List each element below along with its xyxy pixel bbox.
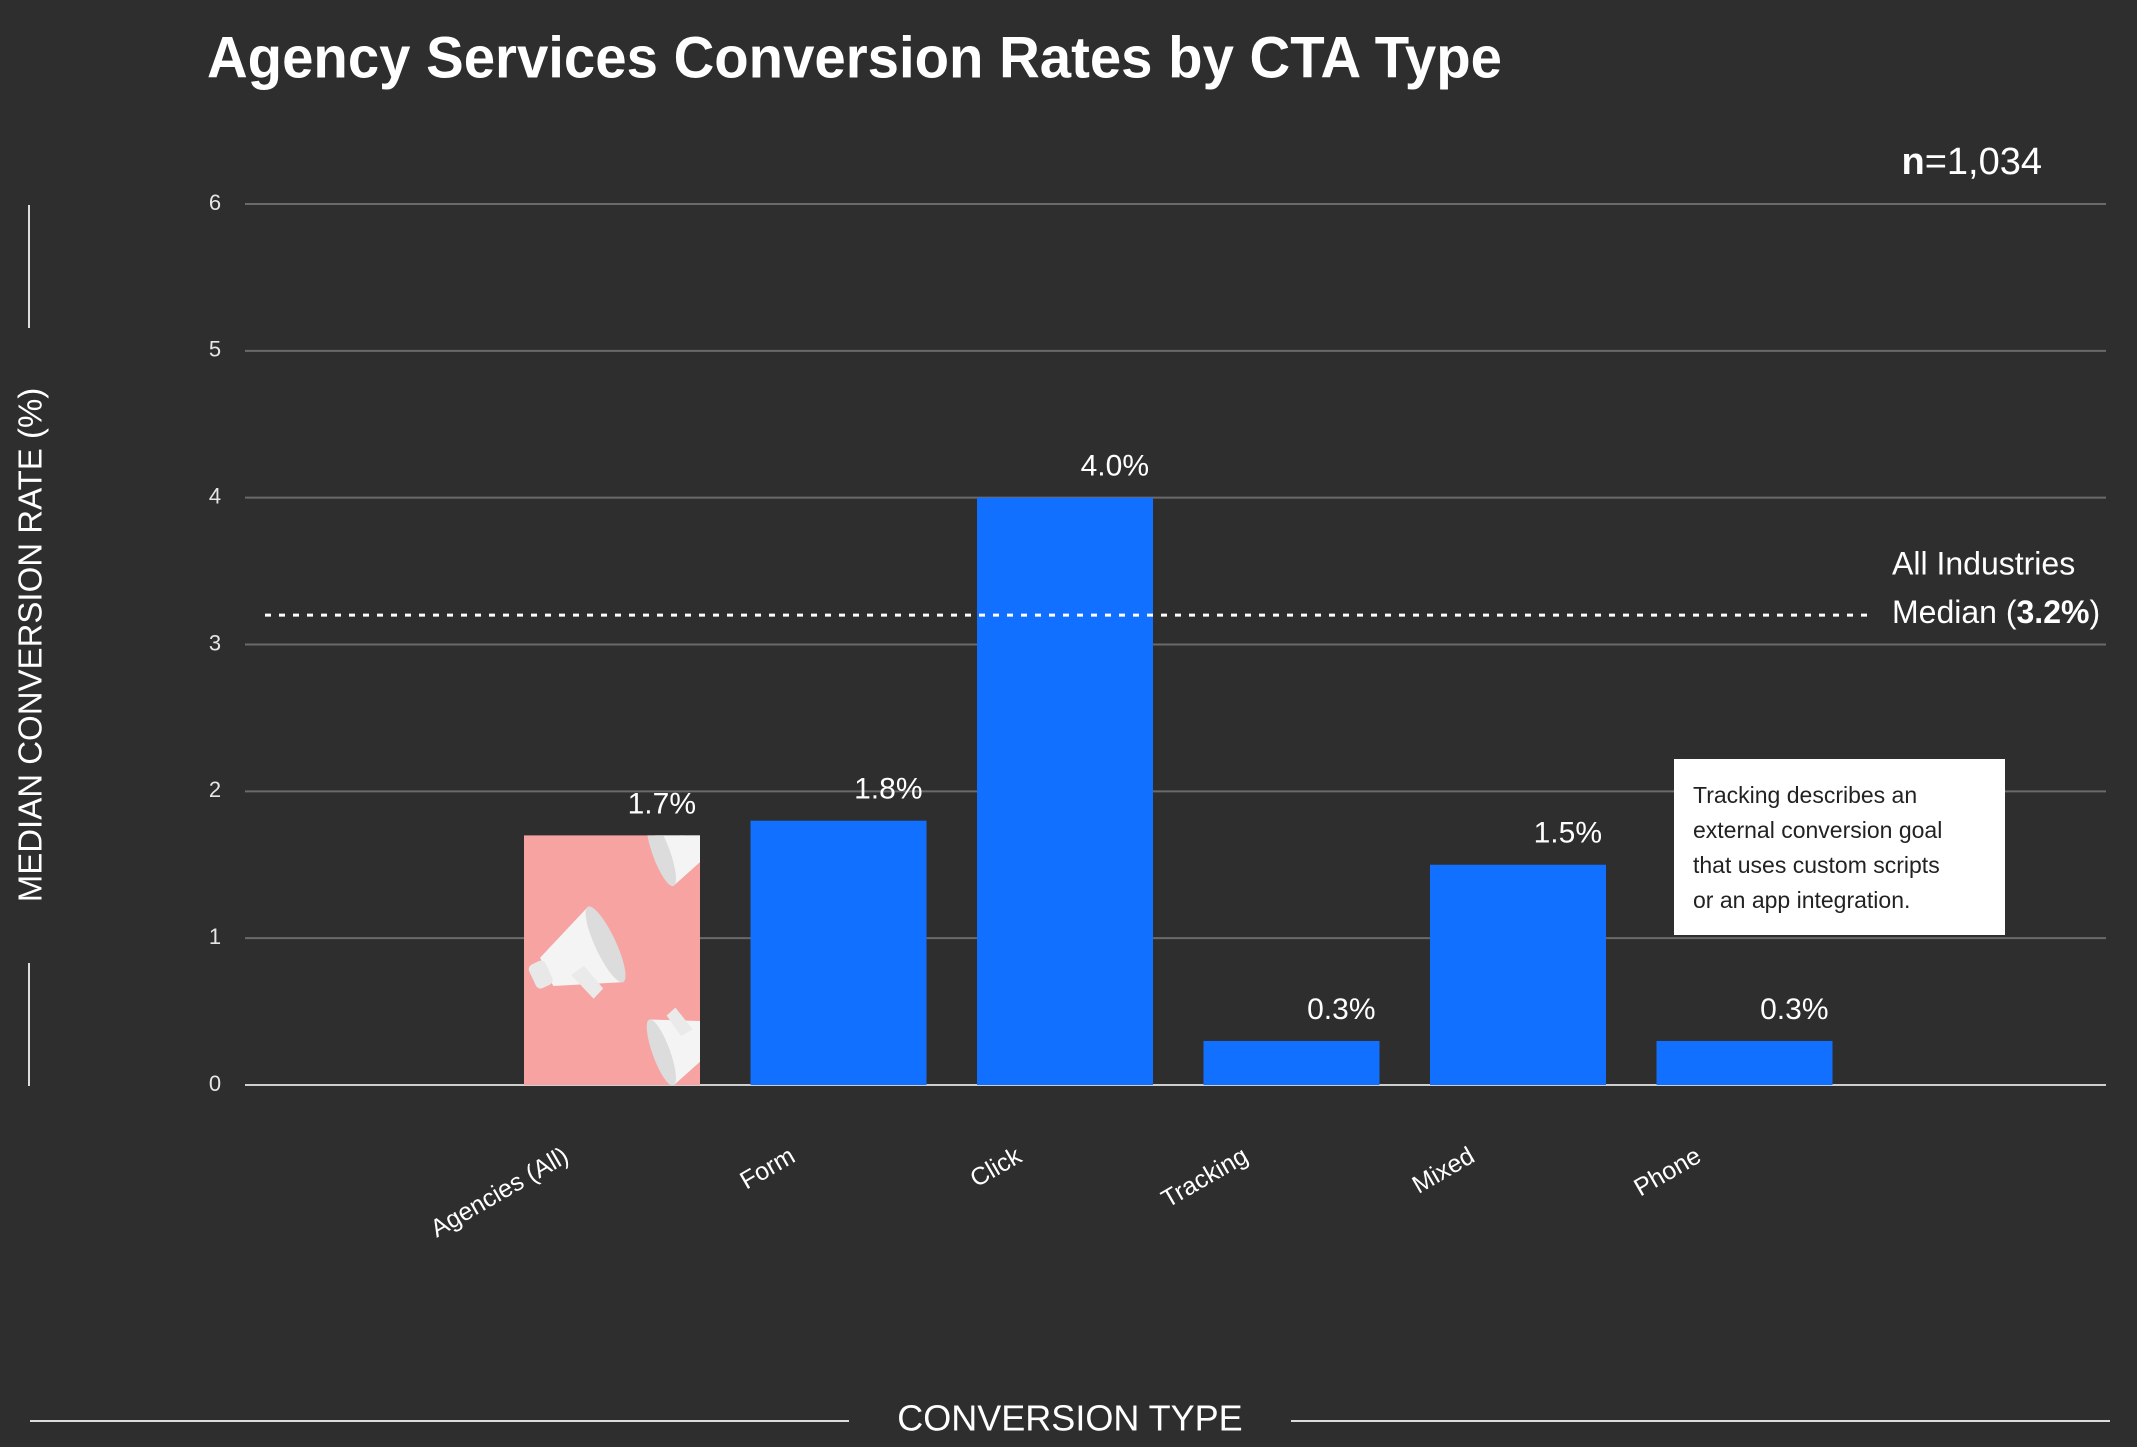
- x-axis-label: CONVERSION TYPE: [897, 1398, 1242, 1439]
- value-label: 1.7%: [628, 787, 696, 820]
- y-tick-label: 2: [209, 777, 221, 802]
- reference-value: 3.2%: [2017, 595, 2090, 631]
- y-tick-label: 6: [209, 190, 221, 215]
- note-text: Tracking describes an: [1693, 782, 1917, 808]
- megaphone-body: [540, 906, 624, 987]
- megaphone-handle: [666, 1007, 693, 1036]
- value-label: 0.3%: [1307, 993, 1375, 1026]
- megaphone-bell: [646, 835, 676, 887]
- note-box: [1674, 759, 2005, 935]
- note-text: that uses custom scripts: [1693, 852, 1940, 878]
- x-axis-title: CONVERSION TYPE: [30, 1398, 2110, 1439]
- y-tick-label: 3: [209, 630, 221, 655]
- bar: [977, 497, 1153, 1086]
- y-axis-title: MEDIAN CONVERSION RATE (%): [12, 205, 49, 1086]
- reference-title: All Industries: [1892, 546, 2075, 582]
- y-axis-label: MEDIAN CONVERSION RATE (%): [12, 388, 49, 903]
- reference-suffix: ): [2089, 595, 2100, 631]
- megaphone-body: [649, 835, 700, 886]
- megaphone-bell: [646, 1019, 676, 1086]
- reference-prefix: Median (: [1892, 595, 2017, 631]
- value-label: 0.3%: [1760, 993, 1828, 1026]
- y-tick-label: 4: [209, 483, 221, 508]
- bar: [750, 820, 927, 1085]
- y-tick-label: 1: [209, 924, 221, 949]
- sample-size: n=1,034: [1901, 141, 2042, 183]
- megaphone-icon: [646, 835, 700, 887]
- y-tick-label: 5: [209, 337, 221, 362]
- note-text: external conversion goal: [1693, 817, 1942, 843]
- megaphone-body: [649, 1019, 700, 1086]
- y-tick-label: 0: [209, 1071, 221, 1096]
- bar-pattern: [528, 835, 700, 1086]
- bar: [1203, 1040, 1380, 1085]
- bar: [1430, 864, 1606, 1085]
- reference-label: Median (3.2%): [1892, 595, 2100, 631]
- megaphone-icon: [646, 1007, 700, 1086]
- value-label: 1.8%: [854, 773, 922, 806]
- n-label: n: [1901, 141, 1924, 183]
- megaphone-handle: [570, 965, 604, 999]
- chart-title: Agency Services Conversion Rates by CTA …: [207, 25, 1502, 90]
- note-text: or an app integration.: [1693, 887, 1910, 913]
- megaphone-icon: [528, 906, 626, 999]
- n-value: =1,034: [1925, 141, 2042, 183]
- megaphone-bell: [585, 906, 626, 983]
- value-label: 1.5%: [1534, 817, 1602, 850]
- value-label: 4.0%: [1081, 450, 1149, 483]
- megaphone-mouth: [528, 960, 553, 989]
- bar: [1656, 1040, 1833, 1085]
